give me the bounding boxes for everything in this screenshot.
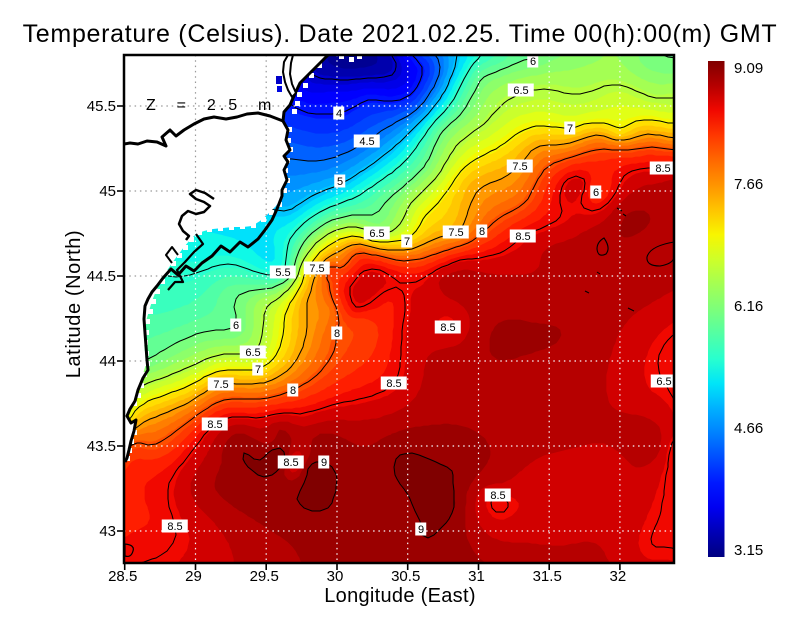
svg-text:43.5: 43.5 [87,438,116,455]
svg-text:4.5: 4.5 [359,136,374,148]
svg-text:6.5: 6.5 [369,228,384,240]
svg-text:8.5: 8.5 [167,521,182,533]
svg-text:8.5: 8.5 [386,378,401,390]
svg-text:8.5: 8.5 [515,231,530,243]
svg-text:9.09: 9.09 [734,60,763,77]
svg-text:8: 8 [334,328,340,340]
svg-text:31.5: 31.5 [533,568,562,585]
svg-text:7.5: 7.5 [448,227,463,239]
svg-text:44.5: 44.5 [87,268,116,285]
svg-text:6: 6 [593,187,599,199]
svg-text:7.5: 7.5 [512,161,527,173]
svg-text:8.5: 8.5 [655,163,670,175]
svg-text:5: 5 [337,176,343,188]
svg-text:4.66: 4.66 [734,420,763,437]
svg-text:7: 7 [404,236,410,248]
svg-text:31: 31 [468,568,485,585]
svg-text:6: 6 [233,320,239,332]
svg-text:6.5: 6.5 [513,85,528,97]
svg-text:8.5: 8.5 [440,322,455,334]
svg-text:45.5: 45.5 [87,98,116,115]
svg-text:29.5: 29.5 [250,568,279,585]
svg-text:28.5: 28.5 [108,568,137,585]
svg-text:8.5: 8.5 [207,419,222,431]
svg-text:6.5: 6.5 [245,347,260,359]
svg-text:Temperature (Celsius). Date 20: Temperature (Celsius). Date 2021.02.25. … [23,20,778,48]
svg-text:8: 8 [290,385,296,397]
svg-text:Longitude (East): Longitude (East) [324,585,476,607]
svg-text:30.5: 30.5 [391,568,420,585]
svg-text:4: 4 [336,108,342,120]
svg-text:7.66: 7.66 [734,176,763,193]
svg-text:44: 44 [99,353,116,370]
svg-text:3.15: 3.15 [734,542,763,559]
svg-text:30: 30 [327,568,344,585]
svg-text:7.5: 7.5 [213,379,228,391]
svg-text:9: 9 [321,457,327,469]
svg-text:7.5: 7.5 [309,263,324,275]
svg-text:Latitude (North): Latitude (North) [63,230,85,379]
svg-text:45: 45 [99,183,116,200]
svg-text:8: 8 [479,226,485,238]
svg-text:8.5: 8.5 [283,457,298,469]
svg-text:8.5: 8.5 [490,490,505,502]
svg-text:29: 29 [185,568,202,585]
svg-text:6.5: 6.5 [656,376,671,388]
svg-text:9: 9 [418,524,424,536]
svg-text:32: 32 [610,568,627,585]
svg-text:6.16: 6.16 [734,298,763,315]
svg-text:5.5: 5.5 [275,267,290,279]
svg-text:6: 6 [530,56,536,68]
svg-text:7: 7 [255,364,261,376]
svg-text:7: 7 [567,123,573,135]
svg-text:43: 43 [99,523,116,540]
svg-text:Z = 2.5 m: Z = 2.5 m [146,97,275,114]
